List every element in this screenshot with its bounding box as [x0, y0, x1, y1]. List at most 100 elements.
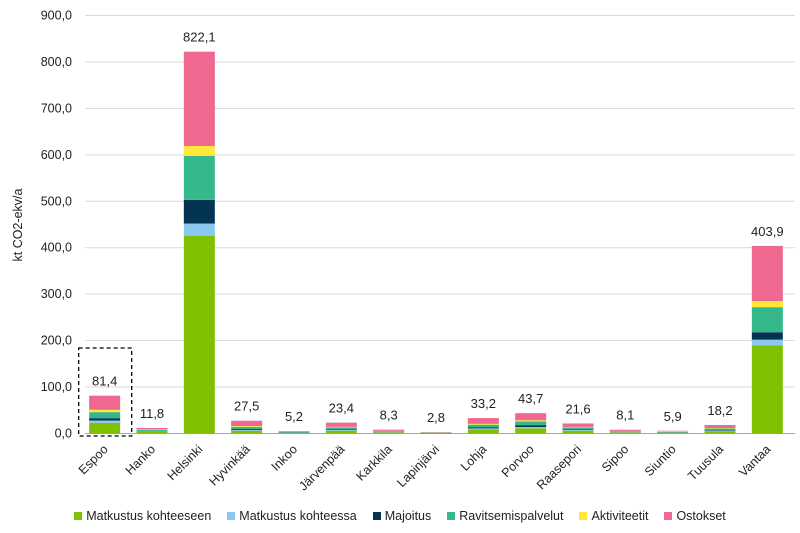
x-tick-label: Raasepori	[534, 442, 584, 492]
bar-segment	[325, 427, 357, 430]
bar-segment	[751, 332, 783, 340]
data-label: 33,2	[471, 396, 496, 411]
bar-segment	[704, 430, 736, 432]
data-label: 43,7	[518, 391, 543, 406]
legend-swatch	[447, 512, 456, 520]
bar-segment	[231, 426, 263, 427]
bar-segment	[515, 420, 547, 422]
bar-segment	[657, 431, 689, 432]
bar-segment	[467, 427, 499, 429]
x-tick-label: Järvenpää	[296, 442, 347, 493]
bar-segment	[373, 429, 405, 431]
bar-segment	[467, 424, 499, 428]
legend-label: Matkustus kohteessa	[239, 509, 357, 523]
data-label: 27,5	[234, 399, 259, 414]
x-tick-label: Helsinki	[165, 442, 206, 483]
data-label: 23,4	[329, 401, 354, 416]
legend-label: Majoitus	[384, 509, 432, 523]
data-label: 8,3	[380, 408, 398, 423]
bar-segment	[467, 423, 499, 425]
y-tick-label: 600,0	[41, 148, 72, 162]
y-tick-label: 200,0	[41, 334, 72, 348]
y-tick-label: 300,0	[41, 287, 72, 301]
legend-label: Ravitsemispalvelut	[459, 509, 564, 523]
bar-segment	[467, 428, 499, 430]
x-tick-label: Inkoo	[269, 442, 301, 474]
bar-segment	[89, 395, 121, 410]
x-tick-label: Sipoo	[599, 442, 632, 475]
data-label: 5,2	[285, 409, 303, 424]
y-tick-label: 700,0	[41, 101, 72, 115]
y-tick-label: 400,0	[41, 241, 72, 255]
bar-segment	[231, 430, 263, 434]
legend-swatch	[372, 512, 381, 520]
bar-segment	[278, 431, 310, 432]
x-tick-label: Hanko	[123, 442, 158, 477]
data-label: 11,8	[140, 406, 164, 421]
bar-segment	[515, 421, 547, 426]
legend-item: Aktiviteetit	[579, 509, 648, 523]
legend-label: Matkustus kohteeseen	[86, 509, 212, 523]
bar-segment	[231, 429, 263, 431]
bar-segment	[325, 426, 357, 428]
highlight-box	[78, 347, 133, 437]
bar-segment	[704, 425, 736, 428]
bar-segment	[657, 432, 689, 434]
x-tick-label: Espoo	[76, 442, 111, 477]
bar-segment	[89, 409, 121, 413]
bar-segment	[183, 223, 215, 236]
data-label: 21,6	[565, 401, 590, 416]
bar-segment	[515, 413, 547, 421]
x-tick-label: Karkkila	[353, 442, 394, 483]
bar-segment	[183, 199, 215, 224]
bar-segment	[751, 245, 783, 302]
bar-segment	[373, 432, 405, 434]
legend-swatch	[227, 512, 236, 520]
bar-segment	[562, 430, 594, 431]
y-tick-label: 800,0	[41, 55, 72, 69]
data-label: 18,2	[707, 403, 732, 418]
legend: Matkustus kohteeseen Matkustus kohteessa M…	[0, 509, 800, 523]
bar-segment	[609, 431, 641, 432]
bar-segment	[704, 431, 736, 434]
bar-segment	[325, 429, 357, 431]
bar-segment	[751, 345, 783, 434]
legend-label: Aktiviteetit	[591, 509, 649, 523]
y-tick-label: 900,0	[41, 9, 72, 23]
bar-segment	[562, 430, 594, 434]
bar-segment	[751, 307, 783, 333]
bar-segment	[183, 155, 215, 200]
y-axis-label: kt CO2-ekv/a	[11, 188, 25, 261]
bar-segment	[89, 420, 121, 423]
bar-segment	[609, 429, 641, 431]
bar-segment	[231, 426, 263, 430]
bar-segment	[89, 412, 121, 419]
x-tick-label: Lapinjärvi	[394, 442, 442, 490]
bar-segment	[325, 430, 357, 434]
y-tick-label: 100,0	[41, 380, 72, 394]
bar-segment	[136, 428, 168, 430]
legend-item: Matkustus kohteessa	[227, 509, 357, 523]
data-label: 822,1	[183, 30, 216, 45]
data-label: 403,9	[751, 224, 784, 239]
bar-segment	[89, 422, 121, 434]
data-label: 2,8	[427, 410, 445, 425]
bar-segment	[373, 431, 405, 432]
x-tick-label: Porvoo	[499, 442, 537, 480]
bar-segment	[704, 428, 736, 431]
bar-segment	[562, 426, 594, 428]
legend-swatch	[664, 512, 673, 520]
bar-segment	[136, 431, 168, 434]
bar-segment	[183, 51, 215, 147]
bar-segment	[183, 146, 215, 156]
legend-swatch	[74, 512, 83, 520]
bar-segment	[609, 432, 641, 434]
legend-item: Ravitsemispalvelut	[447, 509, 563, 523]
bar-segment	[231, 430, 263, 431]
x-tick-label: Vantaa	[736, 442, 773, 479]
bar-segment	[751, 339, 783, 346]
data-label: 8,1	[616, 408, 634, 423]
legend-item: Majoitus	[372, 509, 432, 523]
bar-segment	[278, 432, 310, 434]
